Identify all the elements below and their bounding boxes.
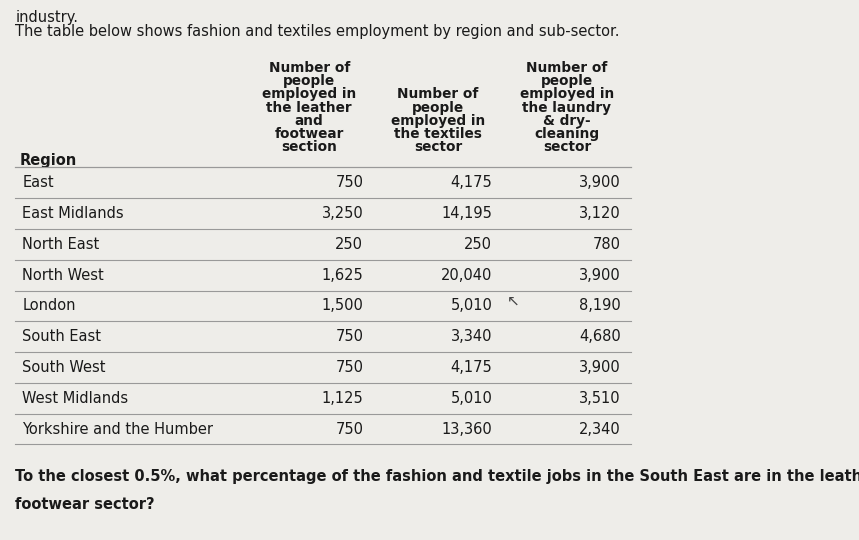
Text: 4,175: 4,175 bbox=[450, 360, 492, 375]
Text: 3,900: 3,900 bbox=[579, 360, 621, 375]
Text: North West: North West bbox=[22, 268, 104, 282]
Text: The table below shows fashion and textiles employment by region and sub-sector.: The table below shows fashion and textil… bbox=[15, 24, 620, 39]
Text: South West: South West bbox=[22, 360, 106, 375]
Text: 3,510: 3,510 bbox=[580, 391, 621, 406]
Text: 20,040: 20,040 bbox=[441, 268, 492, 282]
Text: North East: North East bbox=[22, 237, 100, 252]
Text: Region: Region bbox=[20, 153, 77, 168]
Text: and: and bbox=[295, 114, 324, 128]
Text: 750: 750 bbox=[335, 176, 363, 190]
Text: the laundry: the laundry bbox=[522, 100, 612, 114]
Text: Number of: Number of bbox=[269, 61, 350, 75]
Text: 3,120: 3,120 bbox=[579, 206, 621, 221]
Text: 1,125: 1,125 bbox=[321, 391, 363, 406]
Text: 4,680: 4,680 bbox=[579, 329, 621, 344]
Text: people: people bbox=[412, 100, 464, 114]
Text: 3,900: 3,900 bbox=[579, 176, 621, 190]
Text: employed in: employed in bbox=[262, 87, 356, 102]
Text: Yorkshire and the Humber: Yorkshire and the Humber bbox=[22, 422, 213, 436]
Text: 5,010: 5,010 bbox=[450, 299, 492, 313]
Text: employed in: employed in bbox=[391, 114, 485, 128]
Text: Number of: Number of bbox=[527, 61, 607, 75]
Text: 13,360: 13,360 bbox=[442, 422, 492, 436]
Text: section: section bbox=[281, 140, 338, 154]
Text: sector: sector bbox=[543, 140, 591, 154]
Text: To the closest 0.5%, what percentage of the fashion and textile jobs in the Sout: To the closest 0.5%, what percentage of … bbox=[15, 469, 859, 484]
Text: East Midlands: East Midlands bbox=[22, 206, 124, 221]
Text: 250: 250 bbox=[335, 237, 363, 252]
Text: 750: 750 bbox=[335, 360, 363, 375]
Text: 14,195: 14,195 bbox=[442, 206, 492, 221]
Text: 3,900: 3,900 bbox=[579, 268, 621, 282]
Text: the textiles: the textiles bbox=[394, 127, 482, 141]
Text: 2,340: 2,340 bbox=[579, 422, 621, 436]
Text: East: East bbox=[22, 176, 54, 190]
Text: 250: 250 bbox=[464, 237, 492, 252]
Text: 1,625: 1,625 bbox=[321, 268, 363, 282]
Text: footwear: footwear bbox=[275, 127, 344, 141]
Text: 780: 780 bbox=[593, 237, 621, 252]
Text: 3,340: 3,340 bbox=[451, 329, 492, 344]
Text: 8,190: 8,190 bbox=[579, 299, 621, 313]
Text: 750: 750 bbox=[335, 422, 363, 436]
Text: people: people bbox=[541, 74, 593, 88]
Text: 5,010: 5,010 bbox=[450, 391, 492, 406]
Text: ↖: ↖ bbox=[507, 294, 520, 309]
Text: the leather: the leather bbox=[266, 100, 352, 114]
Text: employed in: employed in bbox=[520, 87, 614, 102]
Text: West Midlands: West Midlands bbox=[22, 391, 129, 406]
Text: 750: 750 bbox=[335, 329, 363, 344]
Text: 3,250: 3,250 bbox=[321, 206, 363, 221]
Text: & dry-: & dry- bbox=[543, 114, 591, 128]
Text: industry.: industry. bbox=[15, 10, 78, 25]
Text: footwear sector?: footwear sector? bbox=[15, 497, 155, 512]
Text: 1,500: 1,500 bbox=[321, 299, 363, 313]
Text: South East: South East bbox=[22, 329, 101, 344]
Text: 4,175: 4,175 bbox=[450, 176, 492, 190]
Text: people: people bbox=[283, 74, 335, 88]
Text: sector: sector bbox=[414, 140, 462, 154]
Text: cleaning: cleaning bbox=[534, 127, 600, 141]
Text: Number of: Number of bbox=[398, 87, 478, 102]
Text: London: London bbox=[22, 299, 76, 313]
